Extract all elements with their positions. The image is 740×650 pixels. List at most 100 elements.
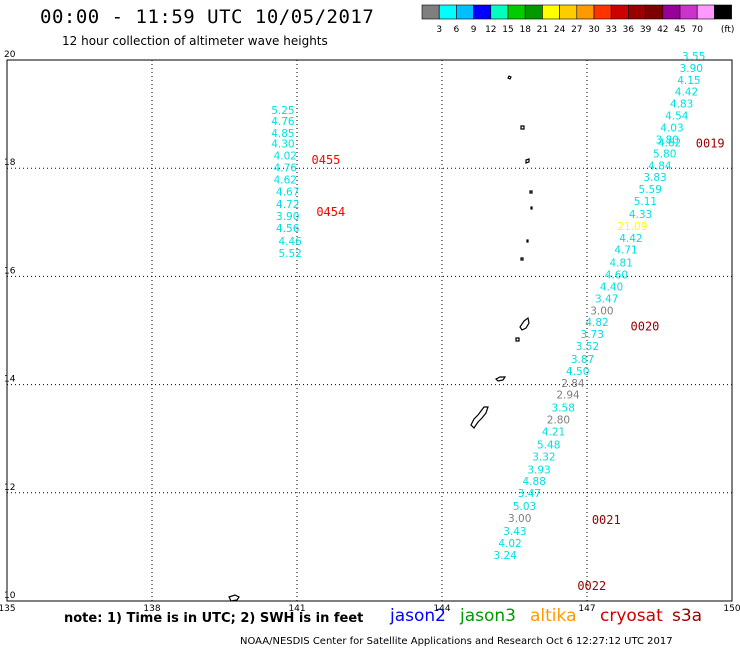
- scale-swatch: [593, 4, 612, 20]
- swh-value: 4.15: [677, 75, 700, 87]
- swh-value: 4.42: [619, 233, 642, 245]
- scale-label: 9: [471, 25, 477, 35]
- scale-swatch: [628, 4, 646, 20]
- scale-label: 39: [640, 25, 652, 35]
- pass-label: 0019: [696, 137, 725, 151]
- color-scale: 3 6 9 12 15 18 21 24 27 30 33 36 39 42 45 70 (ft): [421, 4, 734, 35]
- track-0021: 3.934.883.475.033.003.434.023.24: [494, 464, 551, 561]
- swh-value: 4.60: [605, 270, 628, 282]
- scale-swatch: [679, 4, 698, 20]
- swh-value: 3.93: [527, 464, 550, 476]
- x-tick-label: 135: [0, 604, 16, 614]
- island-pagan: [530, 206, 533, 210]
- scale-label: 3: [436, 25, 442, 35]
- track-0019: 3.553.904.154.424.834.544.033.804.625.80…: [614, 51, 705, 257]
- scale-swatch: [645, 4, 664, 20]
- swh-value: 3.90: [276, 211, 299, 223]
- swh-value: 3.00: [590, 305, 613, 317]
- scale-swatch: [559, 4, 578, 20]
- swh-value: 4.81: [610, 258, 633, 270]
- island-guam: [470, 406, 489, 429]
- swh-value: 5.03: [513, 501, 536, 513]
- island-rota: [494, 376, 507, 382]
- island-asuncion: [525, 158, 530, 164]
- scale-swatch: [438, 4, 457, 20]
- swh-value: 2.84: [561, 378, 585, 390]
- pass-label: 0022: [577, 579, 606, 593]
- chart-title: 00:00 - 11:59 UTC 10/05/2017: [40, 6, 375, 28]
- swh-value: 5.80: [653, 148, 676, 160]
- island-alamagan: [526, 239, 529, 243]
- scale-label: 36: [623, 25, 635, 35]
- swh-value: 5.48: [537, 439, 560, 451]
- swh-value: 3.47: [595, 293, 618, 305]
- swh-value: 4.21: [542, 426, 565, 438]
- scale-swatch: [542, 4, 560, 20]
- scale-label: 30: [588, 25, 600, 35]
- scale-label: 42: [657, 25, 668, 35]
- swh-value: 5.11: [634, 196, 657, 208]
- swh-value: 5.25: [271, 105, 294, 117]
- footer-credit: NOAA/NESDIS Center for Satellite Applica…: [240, 636, 673, 647]
- swh-value: 3.90: [680, 63, 703, 75]
- island-farallon: [507, 75, 512, 80]
- track-0454: 5.254.764.854.304.024.764.624.674.723.90…: [271, 105, 302, 260]
- chart-subtitle: 12 hour collection of altimeter wave hei…: [62, 34, 328, 48]
- track-0020: 4.814.604.403.473.004.823.733.523.874.50…: [532, 258, 633, 464]
- island-agrihan: [529, 190, 533, 194]
- scale-label: 45: [674, 25, 685, 35]
- swh-value: 4.50: [566, 366, 589, 378]
- swh-value: 4.82: [585, 317, 608, 329]
- satellite-altika: altika: [530, 606, 577, 626]
- satellite-cryosat: cryosat: [600, 606, 663, 626]
- scale-swatch: [610, 4, 629, 20]
- island-maug: [520, 125, 525, 130]
- swh-value: 3.73: [581, 329, 604, 341]
- satellite-jason3: jason3: [460, 606, 516, 626]
- swh-value: 3.24: [494, 550, 518, 562]
- swh-value: 4.02: [498, 538, 521, 550]
- swh-value: 21.09: [617, 221, 647, 233]
- y-tick-label: 14: [4, 375, 16, 385]
- map-border: [6, 59, 733, 602]
- swh-value: 2.94: [556, 390, 580, 402]
- y-tick-label: 10: [4, 591, 16, 601]
- pass-label: 0455: [312, 153, 341, 167]
- swh-value: 3.32: [532, 451, 555, 463]
- y-tick-label: 12: [4, 483, 15, 493]
- y-tick-label: 18: [4, 158, 16, 168]
- swh-value: 5.52: [278, 248, 301, 260]
- swh-value: 4.33: [629, 209, 652, 221]
- swh-value: 4.76: [274, 162, 298, 174]
- swh-value: 3.58: [552, 403, 575, 415]
- scale-swatch: [473, 4, 492, 20]
- y-tick-label: 16: [4, 266, 16, 276]
- swh-value: 4.67: [276, 186, 299, 198]
- swh-value: 2.80: [547, 415, 570, 427]
- scale-label: 6: [454, 25, 460, 35]
- pass-label: 0021: [592, 513, 621, 527]
- x-tick-label: 150: [723, 604, 740, 614]
- swh-value: 3.87: [571, 354, 594, 366]
- scale-swatch: [507, 4, 526, 20]
- satellite-s3a: s3a: [672, 606, 703, 626]
- swh-value: 4.46: [278, 236, 302, 248]
- scale-swatch: [714, 4, 732, 20]
- scale-swatch: [662, 4, 681, 20]
- scale-label: 24: [554, 25, 566, 35]
- swh-value: 4.56: [276, 223, 300, 235]
- scale-swatch: [490, 4, 509, 20]
- swh-value: 4.42: [675, 87, 698, 99]
- x-tick-label: 144: [433, 604, 450, 614]
- swh-value: 3.43: [503, 526, 526, 538]
- scale-swatch: [421, 4, 440, 20]
- swh-value: 4.03: [660, 122, 683, 134]
- scale-label: 33: [605, 25, 616, 35]
- x-tick-label: 138: [143, 604, 160, 614]
- swh-value: 4.62: [274, 174, 297, 186]
- x-tick-label: 141: [288, 604, 305, 614]
- swh-value: 3.83: [643, 172, 666, 184]
- scale-label: 18: [519, 25, 531, 35]
- scale-label: 70: [691, 25, 703, 35]
